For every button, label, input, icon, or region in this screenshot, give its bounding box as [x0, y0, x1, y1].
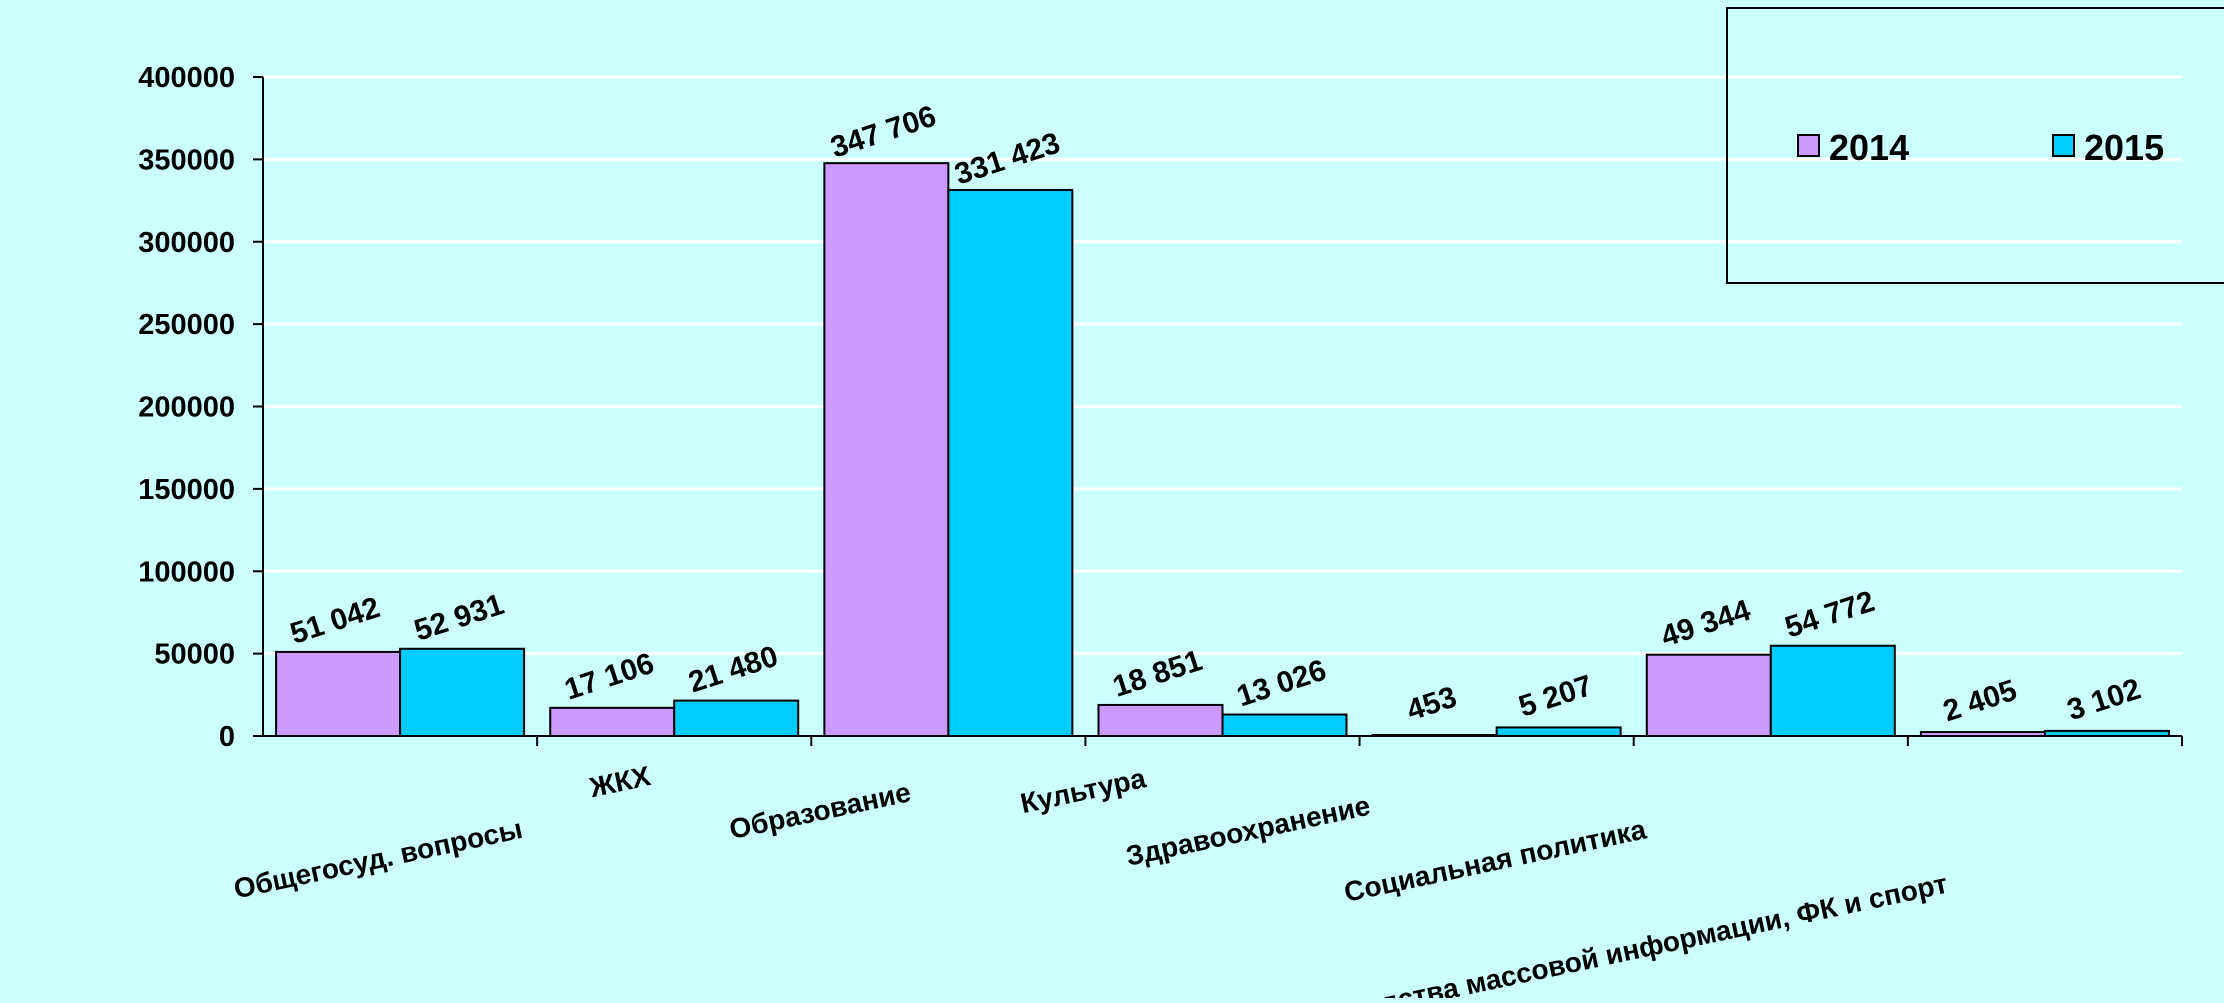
bar-2014-7 [1919, 731, 2046, 738]
data-label: 21 480 [685, 640, 782, 700]
bar-2015-7 [2043, 729, 2170, 738]
bar-2014-3 [823, 162, 950, 737]
y-tick-label: 100000 [138, 556, 235, 588]
y-tick-label: 250000 [138, 309, 235, 341]
x-tick-label: Образование [727, 776, 914, 845]
bar-2015-1 [399, 647, 526, 738]
y-tick-label: 350000 [138, 144, 235, 176]
y-tick-label: 400000 [138, 62, 235, 94]
y-tick-label: 50000 [154, 639, 235, 671]
legend-label: 2015 [2084, 127, 2164, 168]
bar-2015-5 [1495, 726, 1622, 737]
data-label: 3 102 [2063, 673, 2145, 728]
bar-2015-4 [1221, 713, 1348, 738]
bar-2015-6 [1769, 644, 1896, 737]
x-tick-label: Здравоохранение [1123, 790, 1373, 872]
bar-2015-3 [947, 188, 1074, 738]
bar-2014-6 [1645, 653, 1772, 737]
data-label: 49 344 [1657, 594, 1755, 654]
data-label: 5 207 [1515, 669, 1597, 724]
data-label: 453 [1403, 681, 1461, 728]
y-tick-label: 300000 [138, 227, 235, 259]
data-label: 17 106 [561, 647, 658, 707]
data-label: 54 772 [1781, 585, 1878, 645]
legend-swatch-2014 [1797, 134, 1820, 157]
bar-2014-1 [275, 650, 402, 738]
bar-2015-2 [673, 699, 800, 737]
legend-swatch-2015 [2052, 134, 2075, 157]
x-tick-label: Культура [1018, 762, 1149, 819]
data-label: 331 423 [951, 126, 1064, 191]
legend-label: 2014 [1829, 127, 1909, 168]
data-label: 13 026 [1233, 654, 1330, 714]
y-tick-label: 200000 [138, 392, 235, 424]
y-tick-label: 0 [219, 721, 235, 753]
legend-box [1726, 7, 2224, 284]
x-tick-label: Социальная политика [1341, 813, 1649, 907]
data-label: 51 042 [286, 591, 383, 651]
bar-2014-5 [1371, 734, 1498, 737]
x-tick-label: Общегосуд. вопросы [231, 813, 525, 905]
y-tick-label: 150000 [138, 474, 235, 506]
data-label: 52 931 [410, 588, 507, 648]
x-tick-label: ЖКХ [586, 760, 653, 803]
bar-2014-4 [1097, 703, 1224, 738]
bar-2014-2 [549, 706, 676, 738]
data-label: 347 706 [827, 100, 940, 165]
data-label: 2 405 [1939, 674, 2021, 729]
